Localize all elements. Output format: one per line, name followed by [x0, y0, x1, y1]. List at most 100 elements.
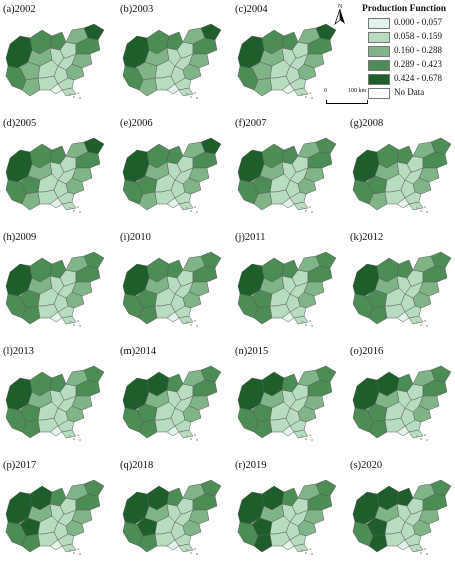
region-14	[200, 365, 222, 383]
region-5	[5, 65, 27, 91]
island-mark	[311, 97, 313, 99]
island-mark	[69, 321, 71, 323]
panel-label: (f)2007	[235, 118, 267, 129]
island-mark	[426, 553, 428, 555]
island-mark	[194, 92, 196, 94]
island-mark	[77, 548, 79, 550]
region-20	[293, 87, 309, 97]
region-14	[200, 137, 222, 155]
island-mark	[420, 438, 422, 440]
map-panel: (q)2018	[117, 460, 229, 564]
legend-label: 0.000 - 0.057	[394, 17, 442, 27]
region-5	[352, 407, 374, 433]
island-mark	[309, 206, 311, 208]
island-mark	[69, 549, 71, 551]
region-map	[5, 23, 105, 99]
region-5	[5, 293, 27, 319]
region-14	[200, 251, 222, 269]
island-mark	[309, 320, 311, 322]
region-21	[49, 197, 63, 209]
region-14	[315, 365, 337, 383]
region-14	[83, 365, 105, 383]
island-mark	[426, 211, 428, 213]
island-mark	[301, 549, 303, 551]
region-20	[408, 429, 424, 439]
map-panel: (n)2015	[232, 346, 344, 450]
region-map	[237, 251, 337, 327]
region-5	[237, 407, 259, 433]
island-mark	[77, 320, 79, 322]
region-21	[49, 425, 63, 437]
island-mark	[69, 207, 71, 209]
region-map	[5, 479, 105, 555]
island-mark	[301, 93, 303, 95]
island-mark	[305, 96, 307, 98]
region-5	[237, 521, 259, 547]
map-panel: (l)2013	[0, 346, 112, 450]
panel-label: (l)2013	[3, 346, 34, 357]
region-5	[237, 293, 259, 319]
island-mark	[79, 553, 81, 555]
island-mark	[305, 552, 307, 554]
legend-swatch	[368, 46, 390, 57]
region-20	[293, 429, 309, 439]
region-21	[281, 425, 295, 437]
map-panel: (b)2003	[117, 4, 229, 108]
panel-label: (i)2010	[120, 232, 151, 243]
map-panel: (o)2016	[347, 346, 455, 450]
island-mark	[69, 435, 71, 437]
island-mark	[424, 434, 426, 436]
region-14	[200, 23, 222, 41]
panel-label: (p)2017	[3, 460, 37, 471]
panel-label: (o)2016	[350, 346, 384, 357]
island-mark	[194, 320, 196, 322]
island-mark	[190, 210, 192, 212]
island-mark	[79, 325, 81, 327]
region-map	[122, 23, 222, 99]
island-mark	[73, 324, 75, 326]
island-mark	[190, 96, 192, 98]
region-5	[5, 179, 27, 205]
map-panel: (a)2002	[0, 4, 112, 108]
island-mark	[190, 438, 192, 440]
region-map	[352, 479, 452, 555]
island-mark	[196, 97, 198, 99]
map-panel: (g)2008	[347, 118, 455, 222]
map-panel: (i)2010	[117, 232, 229, 336]
region-map	[122, 365, 222, 441]
island-mark	[69, 93, 71, 95]
island-mark	[73, 438, 75, 440]
island-mark	[305, 438, 307, 440]
island-mark	[311, 325, 313, 327]
panel-label: (b)2003	[120, 4, 154, 15]
region-14	[83, 251, 105, 269]
region-21	[166, 83, 180, 95]
island-mark	[420, 210, 422, 212]
island-mark	[73, 210, 75, 212]
region-21	[166, 197, 180, 209]
region-5	[122, 179, 144, 205]
legend-swatch	[368, 88, 390, 99]
legend-swatch	[368, 74, 390, 85]
region-20	[61, 429, 77, 439]
island-mark	[311, 211, 313, 213]
island-mark	[190, 552, 192, 554]
island-mark	[196, 325, 198, 327]
scale-zero: 0	[324, 88, 327, 94]
map-panel: (s)2020	[347, 460, 455, 564]
region-20	[408, 315, 424, 325]
region-20	[178, 429, 194, 439]
region-5	[5, 521, 27, 547]
region-20	[293, 201, 309, 211]
region-21	[166, 539, 180, 551]
legend-label: 0.058 - 0.159	[394, 31, 442, 41]
region-5	[237, 65, 259, 91]
legend-swatch	[368, 18, 390, 29]
island-mark	[311, 553, 313, 555]
map-panel: (d)2005	[0, 118, 112, 222]
region-21	[281, 539, 295, 551]
region-20	[61, 87, 77, 97]
legend-swatch	[368, 32, 390, 43]
panel-label: (j)2011	[235, 232, 266, 243]
region-map	[352, 365, 452, 441]
